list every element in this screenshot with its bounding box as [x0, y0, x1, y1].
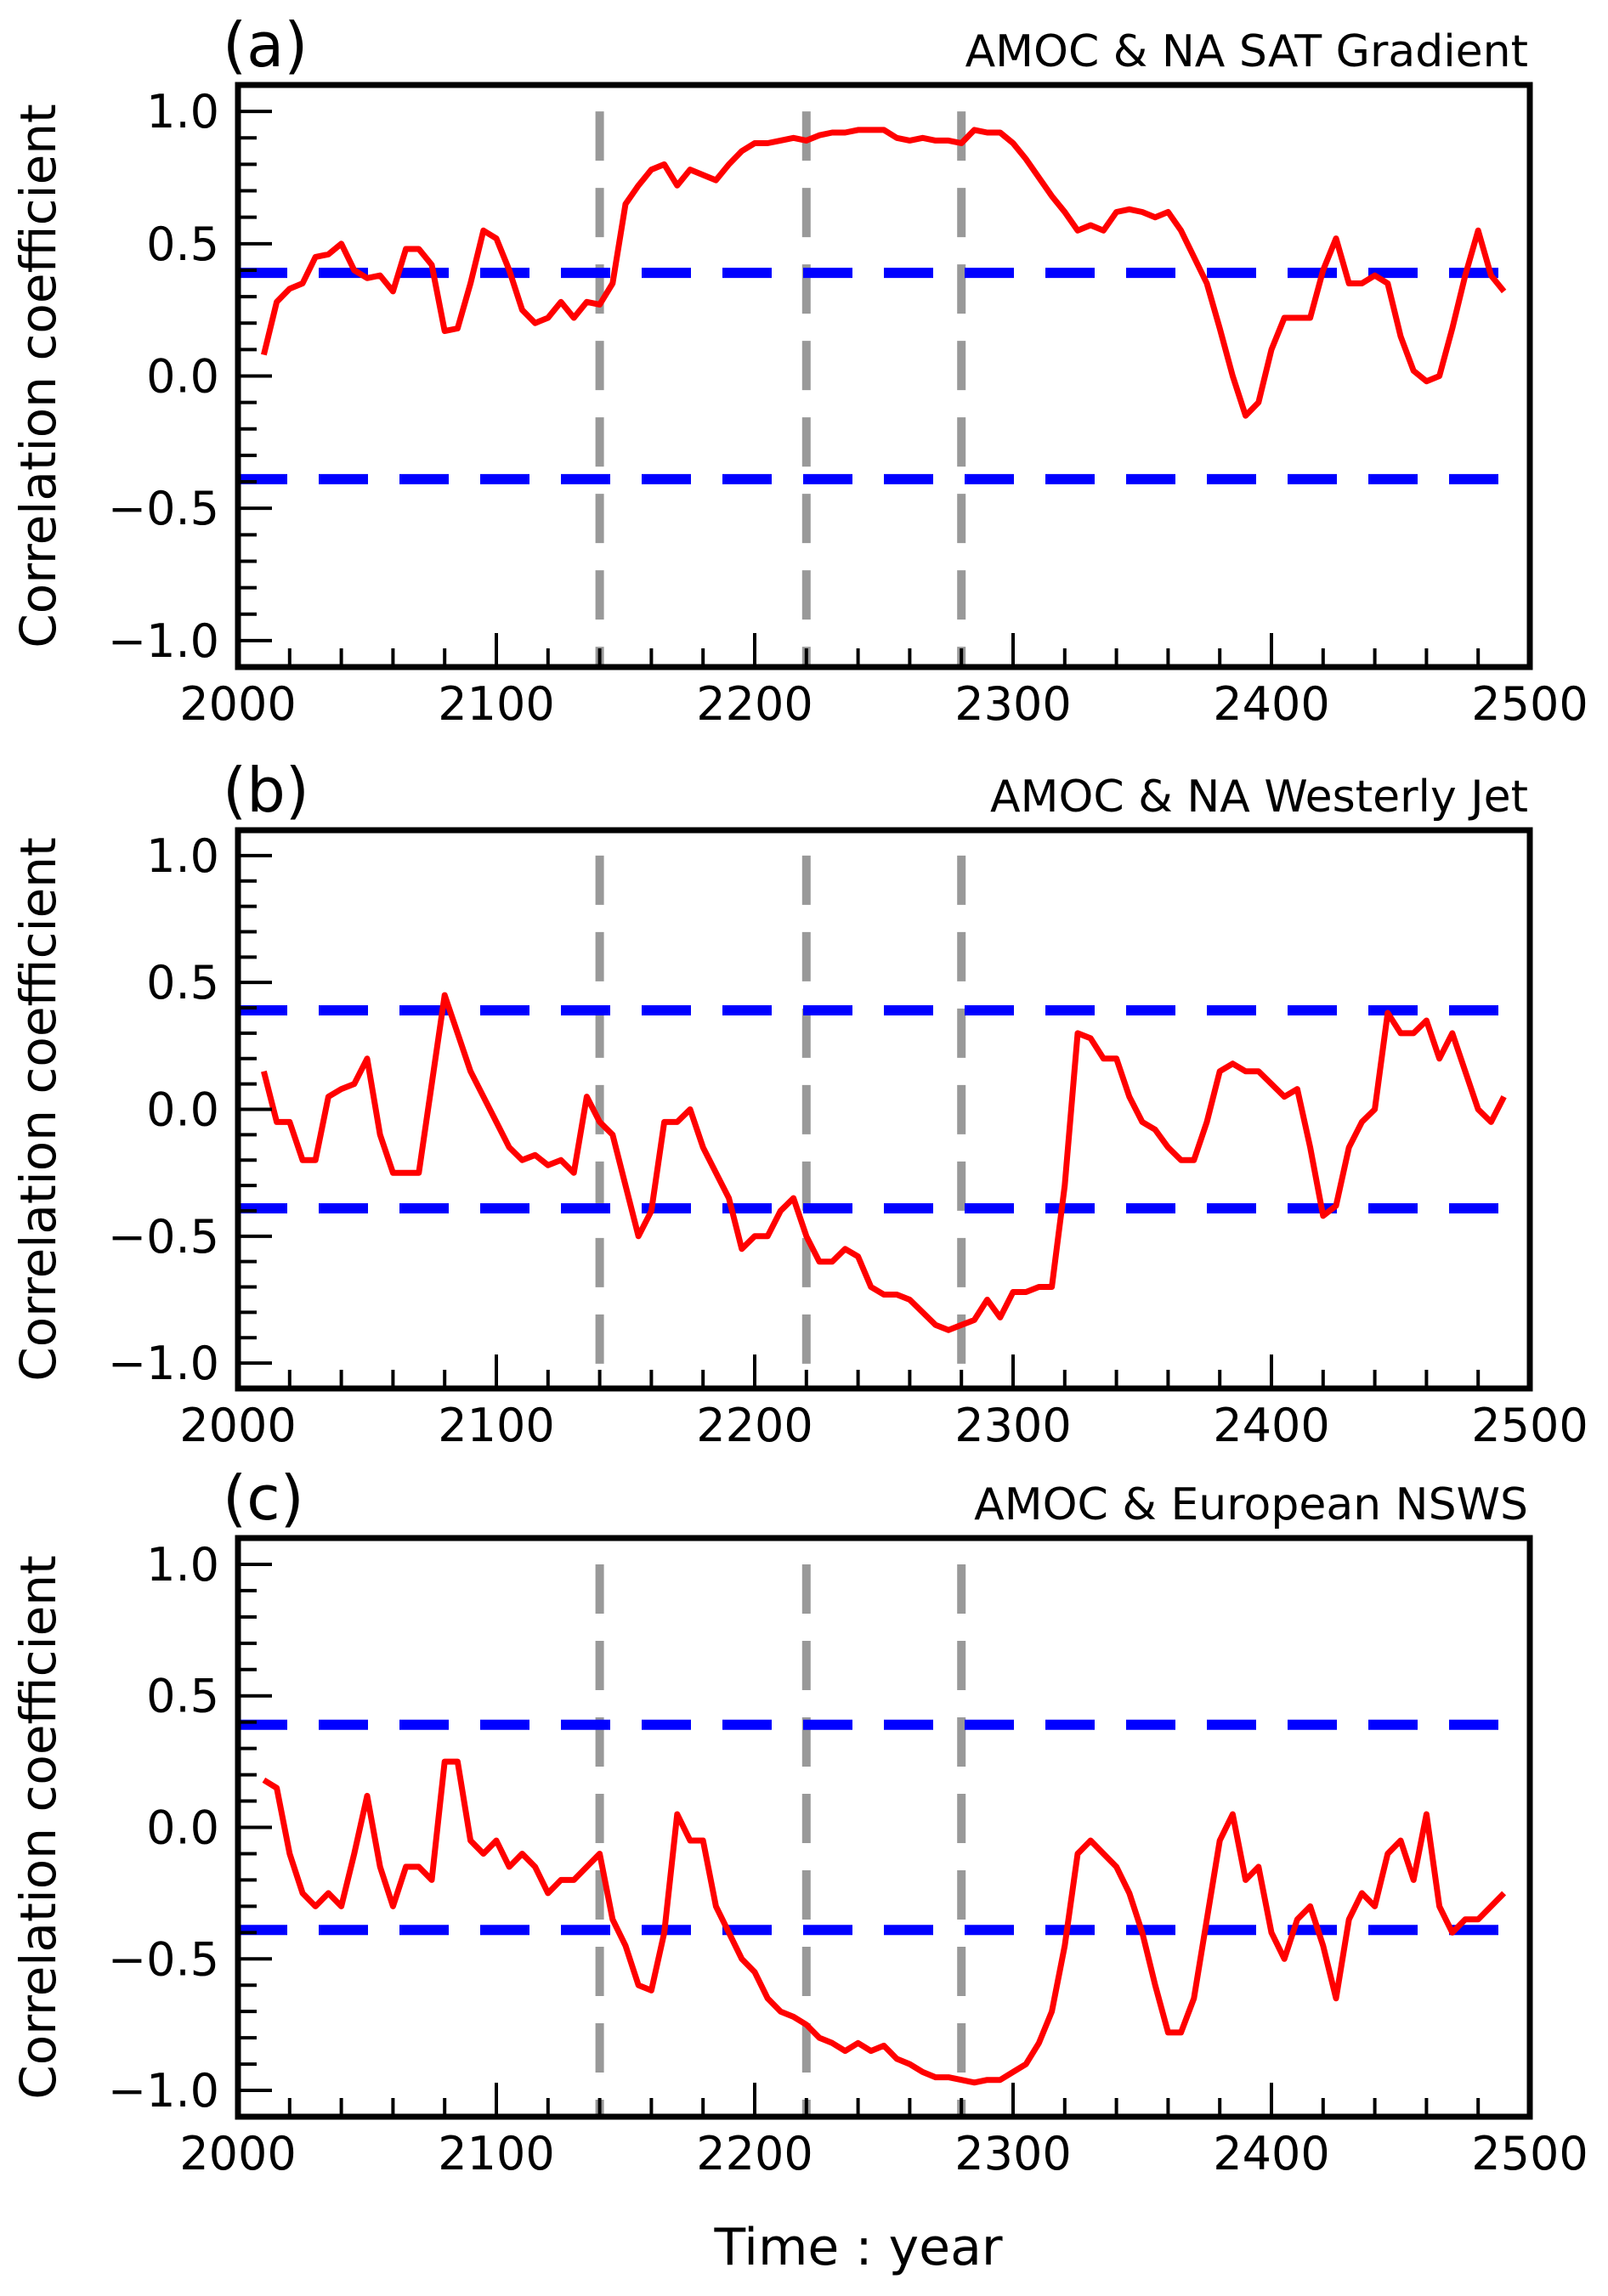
- x-tick-label: 2300: [954, 1399, 1071, 1452]
- y-tick-label: 0.0: [146, 1801, 219, 1855]
- panel-title: AMOC & European NSWS: [974, 1479, 1528, 1530]
- panel-c: (c) AMOC & European NSWS Correlation coeff…: [9, 1462, 1588, 2180]
- correlation-series-line: [261, 992, 1507, 1333]
- y-tick-label: −0.5: [108, 1210, 219, 1264]
- y-tick-label: 0.0: [146, 350, 219, 404]
- x-tick-label: 2200: [696, 1399, 812, 1452]
- x-tick-label: 2500: [1471, 2127, 1588, 2180]
- x-tick-label: 2000: [179, 677, 296, 731]
- x-tick-label: 2400: [1213, 2127, 1329, 2180]
- y-tick-label: −0.5: [108, 1932, 219, 1986]
- y-tick-label: 1.0: [146, 85, 219, 139]
- y-tick-label: 0.5: [146, 956, 219, 1009]
- x-tick-label: 2200: [696, 2127, 812, 2180]
- x-axis-label: Time : year: [713, 2218, 1002, 2277]
- y-axis-label: Correlation coefficient: [9, 104, 67, 648]
- axes-frame: [235, 82, 1533, 670]
- panel-title: AMOC & NA Westerly Jet: [990, 772, 1528, 823]
- x-tick-label: 2100: [438, 1399, 554, 1452]
- x-tick-label: 2000: [179, 1399, 296, 1452]
- x-tick-label: 2300: [954, 2127, 1071, 2180]
- y-tick-label: 1.0: [146, 1538, 219, 1592]
- panel-label: (b): [223, 755, 309, 826]
- x-tick-label: 2300: [954, 677, 1071, 731]
- y-axis-label: Correlation coefficient: [9, 837, 67, 1382]
- y-tick-label: 0.5: [146, 218, 219, 271]
- panel-a: (a) AMOC & NA SAT Gradient Correlation coe…: [9, 9, 1588, 731]
- panel-b: (b) AMOC & NA Westerly Jet Correlation coe…: [9, 755, 1588, 1452]
- y-tick-label: −1.0: [108, 2064, 219, 2118]
- correlation-series-line: [260, 127, 1507, 419]
- axes-frame: [235, 1535, 1533, 2120]
- x-tick-label: 2400: [1213, 1399, 1329, 1452]
- panel-label: (c): [223, 1462, 304, 1534]
- x-tick-label: 2500: [1471, 1399, 1588, 1452]
- panel-title: AMOC & NA SAT Gradient: [965, 26, 1528, 77]
- y-tick-label: −1.0: [108, 1337, 219, 1390]
- x-tick-label: 2000: [179, 2127, 296, 2180]
- x-tick-label: 2400: [1213, 677, 1329, 731]
- y-tick-label: 0.0: [146, 1083, 219, 1137]
- x-tick-label: 2100: [438, 2127, 554, 2180]
- panel-label: (a): [223, 9, 308, 81]
- y-tick-label: 0.5: [146, 1670, 219, 1723]
- y-axis-label: Correlation coefficient: [9, 1555, 67, 2100]
- x-tick-label: 2200: [696, 677, 812, 731]
- x-tick-label: 2500: [1471, 677, 1588, 731]
- correlation-series-line: [262, 1758, 1507, 2086]
- y-tick-label: −0.5: [108, 482, 219, 535]
- y-tick-label: −1.0: [108, 614, 219, 668]
- x-tick-label: 2100: [438, 677, 554, 731]
- y-tick-label: 1.0: [146, 829, 219, 883]
- axes-frame: [235, 827, 1533, 1392]
